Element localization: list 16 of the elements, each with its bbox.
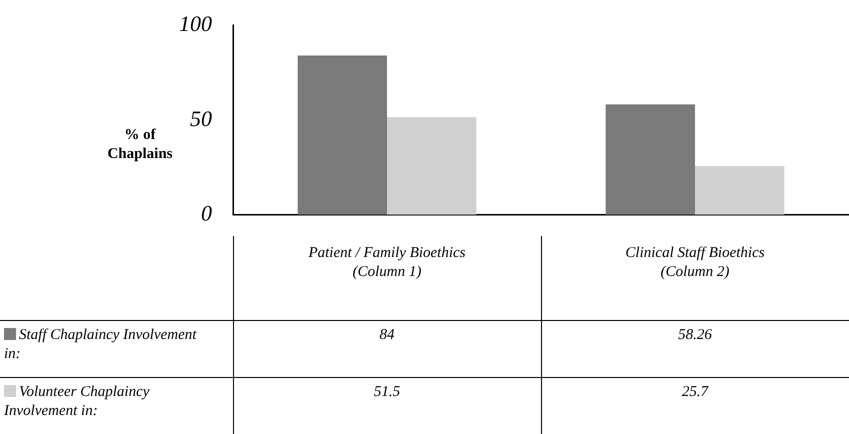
bar: [387, 117, 476, 215]
data-label: 51.5: [372, 383, 402, 402]
bar: [606, 104, 695, 215]
y-tick-label: 100: [179, 10, 212, 36]
data-label: 84: [378, 326, 396, 345]
y-axis-title: % of Chaplains: [106, 126, 174, 164]
legend-label: Volunteer Chaplaincy Involvement in:: [4, 383, 150, 421]
bar: [298, 56, 387, 215]
x-tick-label: Clinical Staff Bioethics (Column 2): [624, 244, 766, 282]
data-label: 25.7: [680, 383, 710, 402]
legend-label: Staff Chaplaincy Involvement in:: [4, 326, 198, 364]
x-tick-label: Patient / Family Bioethics (Column 1): [307, 244, 467, 282]
y-tick-label: 50: [190, 106, 212, 131]
bar: [695, 166, 784, 215]
data-label: 58.26: [677, 326, 713, 345]
y-tick-label: 0: [201, 200, 212, 226]
